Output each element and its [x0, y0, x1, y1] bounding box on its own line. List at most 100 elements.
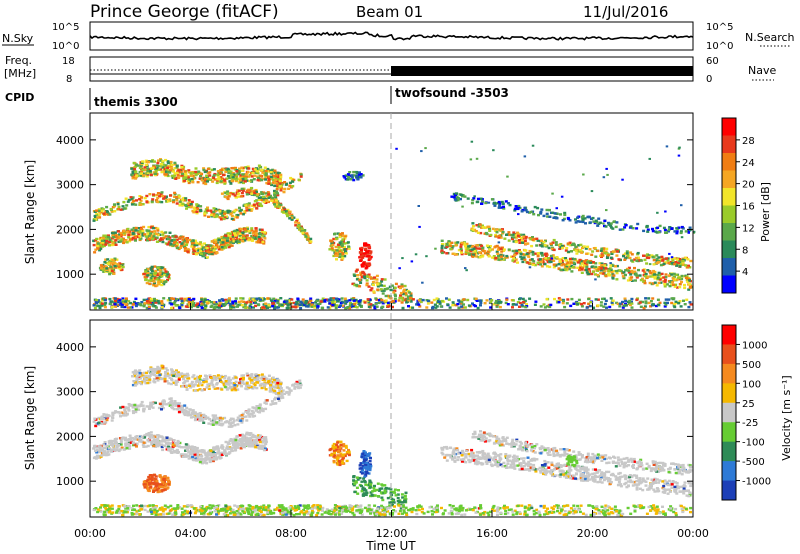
- power-cell: [635, 276, 639, 279]
- power-cell: [338, 255, 342, 258]
- power-cell: [355, 268, 359, 271]
- freq-tick-top: 18: [62, 56, 75, 67]
- power-cell: [676, 258, 679, 261]
- power-cell: [260, 178, 264, 182]
- power-cell: [401, 257, 404, 260]
- power-cell: [514, 205, 518, 208]
- power-cell: [206, 171, 210, 175]
- power-cell: [653, 281, 657, 284]
- power-cell: [682, 263, 686, 266]
- power-cell: [243, 235, 247, 238]
- power-cell: [490, 299, 494, 302]
- power-cell: [253, 200, 257, 203]
- power-cell: [624, 269, 628, 272]
- power-cell: [106, 235, 110, 239]
- twofsound-freq-band: [391, 66, 693, 76]
- power-cell: [252, 191, 256, 194]
- power-cell: [648, 263, 652, 266]
- power-cell: [248, 297, 252, 300]
- power-cell: [589, 259, 593, 263]
- power-cell: [210, 248, 214, 251]
- power-cell: [206, 302, 210, 305]
- power-cell: [380, 278, 384, 281]
- power-cell: [129, 196, 133, 199]
- power-cell: [235, 170, 239, 173]
- power-cell: [643, 274, 647, 278]
- power-cell: [540, 242, 544, 245]
- power-cell: [630, 302, 634, 305]
- power-cell: [601, 297, 604, 301]
- power-cell: [146, 170, 150, 173]
- nsky-trace: [89, 31, 694, 41]
- power-cell: [344, 252, 348, 255]
- power-cell: [153, 281, 157, 285]
- freq-panel: Freq. [MHz] 18 8 60 0 Nave: [4, 54, 776, 85]
- power-cell: [657, 261, 661, 264]
- power-cell: [140, 161, 144, 164]
- power-cell: [638, 274, 642, 277]
- velocity-cell: [128, 447, 132, 450]
- power-cell: [500, 200, 504, 204]
- power-cell: [251, 298, 255, 301]
- power-cell: [580, 251, 584, 254]
- power-cell: [670, 301, 674, 305]
- power-cell: [600, 247, 604, 251]
- power-cell: [646, 275, 650, 278]
- power-cell: [190, 301, 194, 304]
- power-cell: [95, 237, 99, 241]
- power-cell: [100, 299, 104, 302]
- power-cell: [359, 271, 363, 274]
- power-cell: [256, 172, 260, 175]
- velocity-cell: [205, 454, 209, 457]
- power-cell: [276, 301, 280, 305]
- power-cell: [312, 304, 316, 307]
- power-cell: [348, 306, 352, 310]
- power-cell: [502, 207, 506, 210]
- power-cell: [156, 273, 160, 276]
- velocity-cell: [202, 449, 206, 452]
- power-cell: [140, 196, 144, 199]
- power-cell: [212, 214, 216, 217]
- power-cell: [670, 262, 674, 265]
- power-cell: [460, 300, 464, 304]
- power-cell: [166, 200, 170, 203]
- power-cell: [160, 300, 164, 303]
- power-cell: [472, 225, 475, 228]
- power-cell: [164, 158, 168, 162]
- power-cell: [331, 302, 335, 305]
- power-cell: [355, 301, 358, 304]
- power-cell: [673, 302, 677, 306]
- power-cell: [478, 251, 482, 254]
- power-cell: [596, 304, 600, 307]
- power-cell: [250, 227, 254, 230]
- power-cell: [101, 245, 105, 248]
- power-cell: [115, 304, 119, 307]
- power-data-cells: [92, 140, 696, 310]
- velocity-cell: [117, 443, 121, 447]
- power-cell: [192, 206, 196, 209]
- velocity-cell: [227, 452, 231, 455]
- power-cell: [309, 297, 313, 300]
- power-cell: [126, 200, 130, 203]
- power-cell: [165, 275, 169, 278]
- power-cell: [205, 300, 209, 303]
- power-cell: [559, 260, 562, 263]
- power-cell: [680, 225, 684, 229]
- power-cell: [275, 201, 279, 204]
- velocity-cell: [133, 438, 137, 441]
- power-cell: [609, 264, 613, 267]
- power-cell: [334, 306, 338, 310]
- power-cell: [536, 261, 540, 264]
- power-cell: [516, 231, 519, 234]
- power-cell: [259, 198, 263, 201]
- power-cell: [663, 283, 667, 286]
- power-cell: [215, 302, 219, 306]
- power-cell: [127, 231, 131, 234]
- power-cell: [155, 240, 159, 243]
- power-cell: [235, 173, 239, 177]
- power-cell: [591, 216, 595, 220]
- power-cell: [352, 299, 356, 302]
- velocity-cell: [228, 451, 232, 454]
- power-cell: [124, 302, 128, 305]
- velocity-cell: [95, 446, 99, 449]
